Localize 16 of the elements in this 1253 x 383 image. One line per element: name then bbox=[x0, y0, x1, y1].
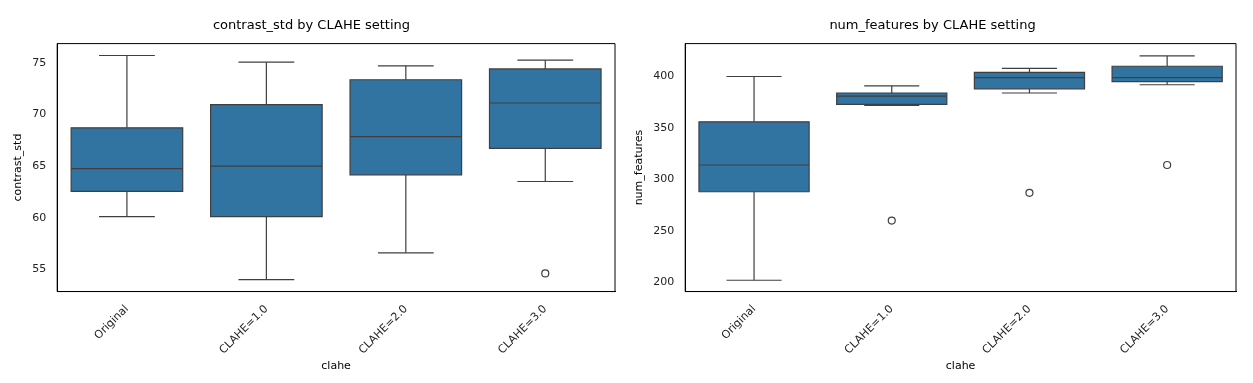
y-axis-title: contrast_std bbox=[11, 133, 25, 202]
y-tick-label: 300 bbox=[653, 172, 675, 186]
y-tick-label: 55 bbox=[32, 262, 47, 276]
chart-title: num_features by CLAHE setting bbox=[829, 17, 1036, 33]
y-tick-label: 70 bbox=[32, 107, 47, 121]
chart-title: contrast_std by CLAHE setting bbox=[212, 17, 411, 33]
y-tick-label: 400 bbox=[653, 69, 675, 83]
y-axis-title: num_features bbox=[632, 129, 646, 206]
y-tick-label: 350 bbox=[653, 120, 675, 134]
y-tick-label: 75 bbox=[32, 55, 47, 69]
y-tick-label: 250 bbox=[653, 223, 675, 237]
y-tick-label: 65 bbox=[32, 158, 47, 172]
y-tick-label: 60 bbox=[32, 210, 47, 224]
y-tick-label: 200 bbox=[653, 275, 675, 289]
x-axis-title: clahe bbox=[945, 359, 976, 373]
x-axis-title: clahe bbox=[321, 359, 352, 373]
